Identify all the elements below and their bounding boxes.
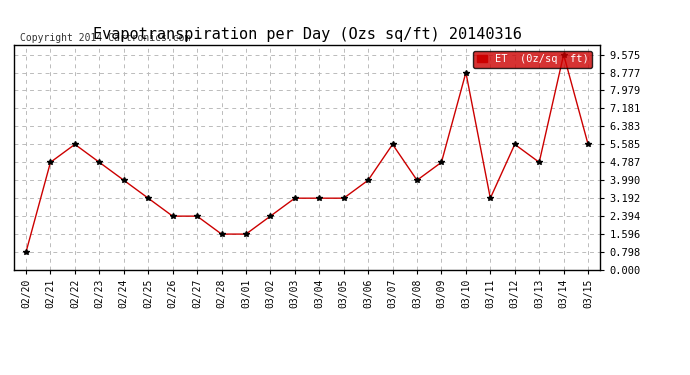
Title: Evapotranspiration per Day (Ozs sq/ft) 20140316: Evapotranspiration per Day (Ozs sq/ft) 2… [92,27,522,42]
Text: Copyright 2014 Cartronics.com: Copyright 2014 Cartronics.com [19,33,190,43]
Legend: ET  (0z/sq  ft): ET (0z/sq ft) [473,51,592,68]
